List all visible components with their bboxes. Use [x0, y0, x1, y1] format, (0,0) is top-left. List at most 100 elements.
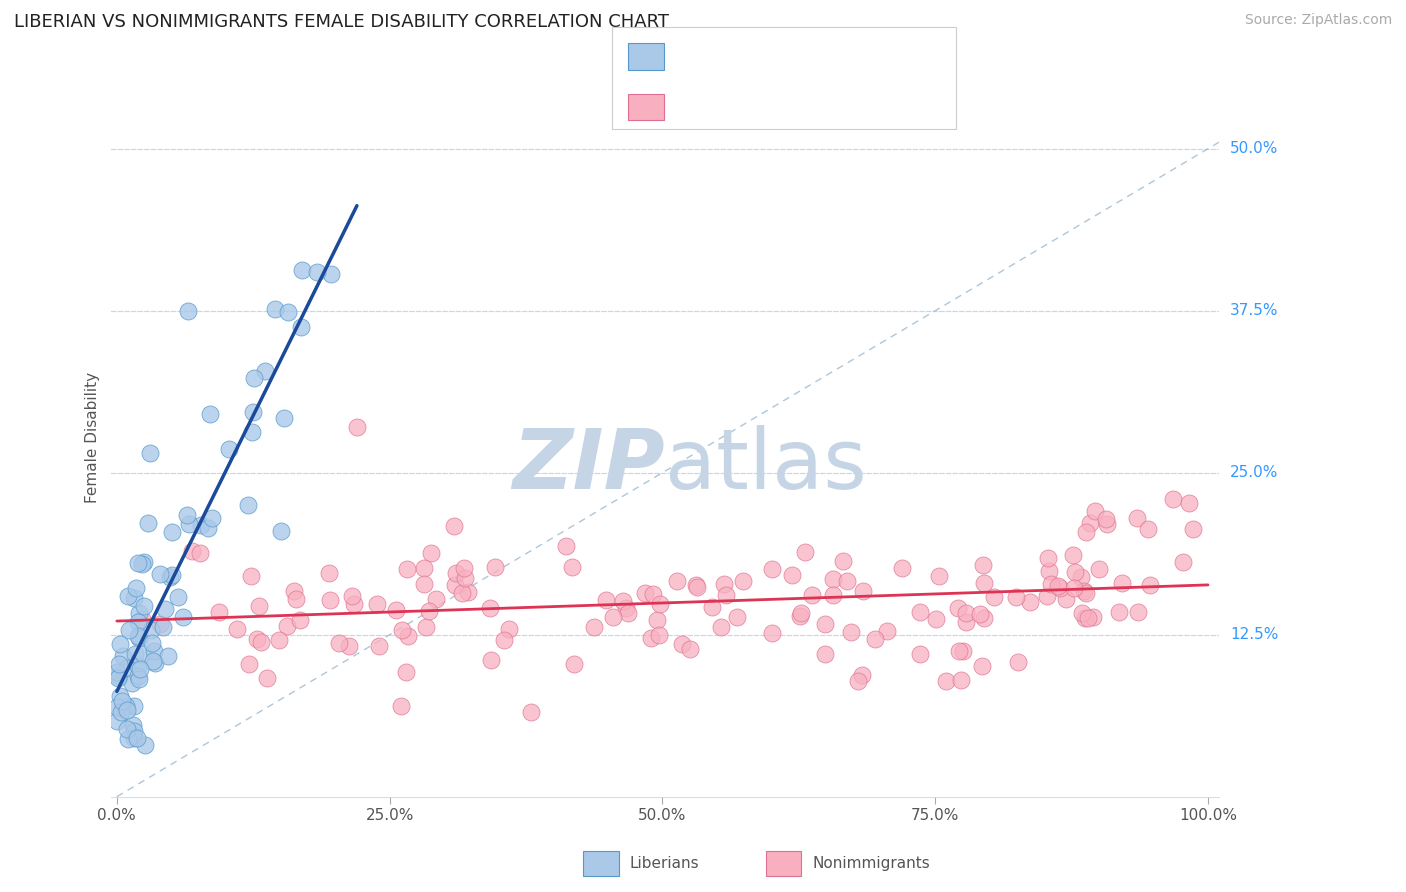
Nonimmigrants [841, 624, 863, 639]
Nonimmigrants [562, 657, 585, 671]
Nonimmigrants [366, 597, 388, 611]
Text: 37.5%: 37.5% [1230, 303, 1278, 318]
Text: Liberians: Liberians [630, 856, 700, 871]
Nonimmigrants [851, 668, 873, 682]
Nonimmigrants [612, 594, 634, 608]
Liberians [128, 672, 150, 686]
Nonimmigrants [935, 673, 957, 688]
Nonimmigrants [238, 657, 260, 672]
Nonimmigrants [1070, 606, 1092, 620]
Liberians [134, 738, 156, 752]
Liberians [121, 676, 143, 690]
Nonimmigrants [891, 560, 914, 574]
Liberians [218, 442, 240, 457]
Nonimmigrants [520, 706, 543, 720]
Liberians [108, 637, 131, 651]
Liberians [160, 567, 183, 582]
Liberians [236, 498, 259, 512]
Nonimmigrants [846, 674, 869, 689]
Nonimmigrants [648, 598, 671, 612]
Nonimmigrants [269, 633, 291, 648]
Nonimmigrants [419, 546, 441, 560]
Nonimmigrants [645, 613, 668, 627]
Liberians [127, 658, 149, 673]
Nonimmigrants [343, 597, 366, 611]
Nonimmigrants [346, 420, 368, 434]
Nonimmigrants [1076, 611, 1098, 625]
Nonimmigrants [288, 613, 311, 627]
Nonimmigrants [284, 592, 307, 607]
Nonimmigrants [876, 624, 898, 639]
Nonimmigrants [181, 543, 204, 558]
Nonimmigrants [1007, 655, 1029, 669]
Liberians [111, 694, 134, 708]
Nonimmigrants [1046, 579, 1069, 593]
Nonimmigrants [256, 671, 278, 685]
Liberians [132, 555, 155, 569]
Liberians [127, 629, 149, 643]
Nonimmigrants [1111, 576, 1133, 591]
Nonimmigrants [1182, 522, 1205, 536]
Liberians [142, 644, 165, 658]
Liberians [115, 698, 138, 713]
Nonimmigrants [395, 665, 418, 679]
Nonimmigrants [444, 578, 467, 592]
Liberians [138, 516, 160, 531]
Nonimmigrants [1005, 590, 1028, 604]
Nonimmigrants [832, 554, 855, 568]
Liberians [176, 508, 198, 522]
Liberians [264, 301, 287, 316]
Nonimmigrants [1137, 523, 1160, 537]
Liberians [149, 567, 172, 582]
Nonimmigrants [1139, 578, 1161, 592]
Nonimmigrants [479, 653, 502, 667]
Nonimmigrants [970, 658, 993, 673]
Liberians [143, 656, 166, 670]
Nonimmigrants [396, 562, 419, 576]
Liberians [127, 669, 149, 683]
Nonimmigrants [1063, 581, 1085, 595]
Liberians [131, 557, 153, 571]
Nonimmigrants [1062, 549, 1084, 563]
Nonimmigrants [1087, 561, 1109, 575]
Nonimmigrants [789, 609, 811, 624]
Nonimmigrants [149, 616, 172, 631]
Text: R =: R = [678, 50, 711, 68]
Liberians [117, 732, 139, 747]
Nonimmigrants [1038, 564, 1060, 578]
Nonimmigrants [425, 592, 447, 607]
Nonimmigrants [910, 605, 932, 619]
Nonimmigrants [814, 617, 837, 632]
Nonimmigrants [648, 628, 671, 642]
Nonimmigrants [761, 625, 783, 640]
Liberians [111, 649, 134, 664]
Nonimmigrants [983, 590, 1005, 604]
Liberians [105, 665, 128, 680]
Liberians [167, 590, 190, 604]
Nonimmigrants [484, 560, 506, 574]
Nonimmigrants [679, 642, 702, 657]
Nonimmigrants [617, 606, 640, 620]
Liberians [107, 672, 129, 686]
Liberians [172, 610, 194, 624]
Liberians [105, 714, 128, 728]
Nonimmigrants [725, 610, 748, 624]
Nonimmigrants [1038, 550, 1060, 565]
Nonimmigrants [1074, 525, 1097, 540]
Nonimmigrants [952, 644, 974, 658]
Text: 25.0%: 25.0% [1230, 466, 1278, 480]
Nonimmigrants [928, 569, 950, 583]
Liberians [124, 648, 146, 662]
Nonimmigrants [451, 586, 474, 600]
Nonimmigrants [583, 620, 606, 634]
Nonimmigrants [412, 577, 434, 591]
Nonimmigrants [671, 637, 693, 651]
Nonimmigrants [208, 605, 231, 619]
Liberians [115, 722, 138, 736]
Nonimmigrants [641, 587, 664, 601]
Nonimmigrants [1076, 586, 1098, 600]
Liberians [124, 731, 146, 745]
Liberians [142, 654, 165, 668]
Nonimmigrants [319, 592, 342, 607]
Nonimmigrants [492, 632, 515, 647]
